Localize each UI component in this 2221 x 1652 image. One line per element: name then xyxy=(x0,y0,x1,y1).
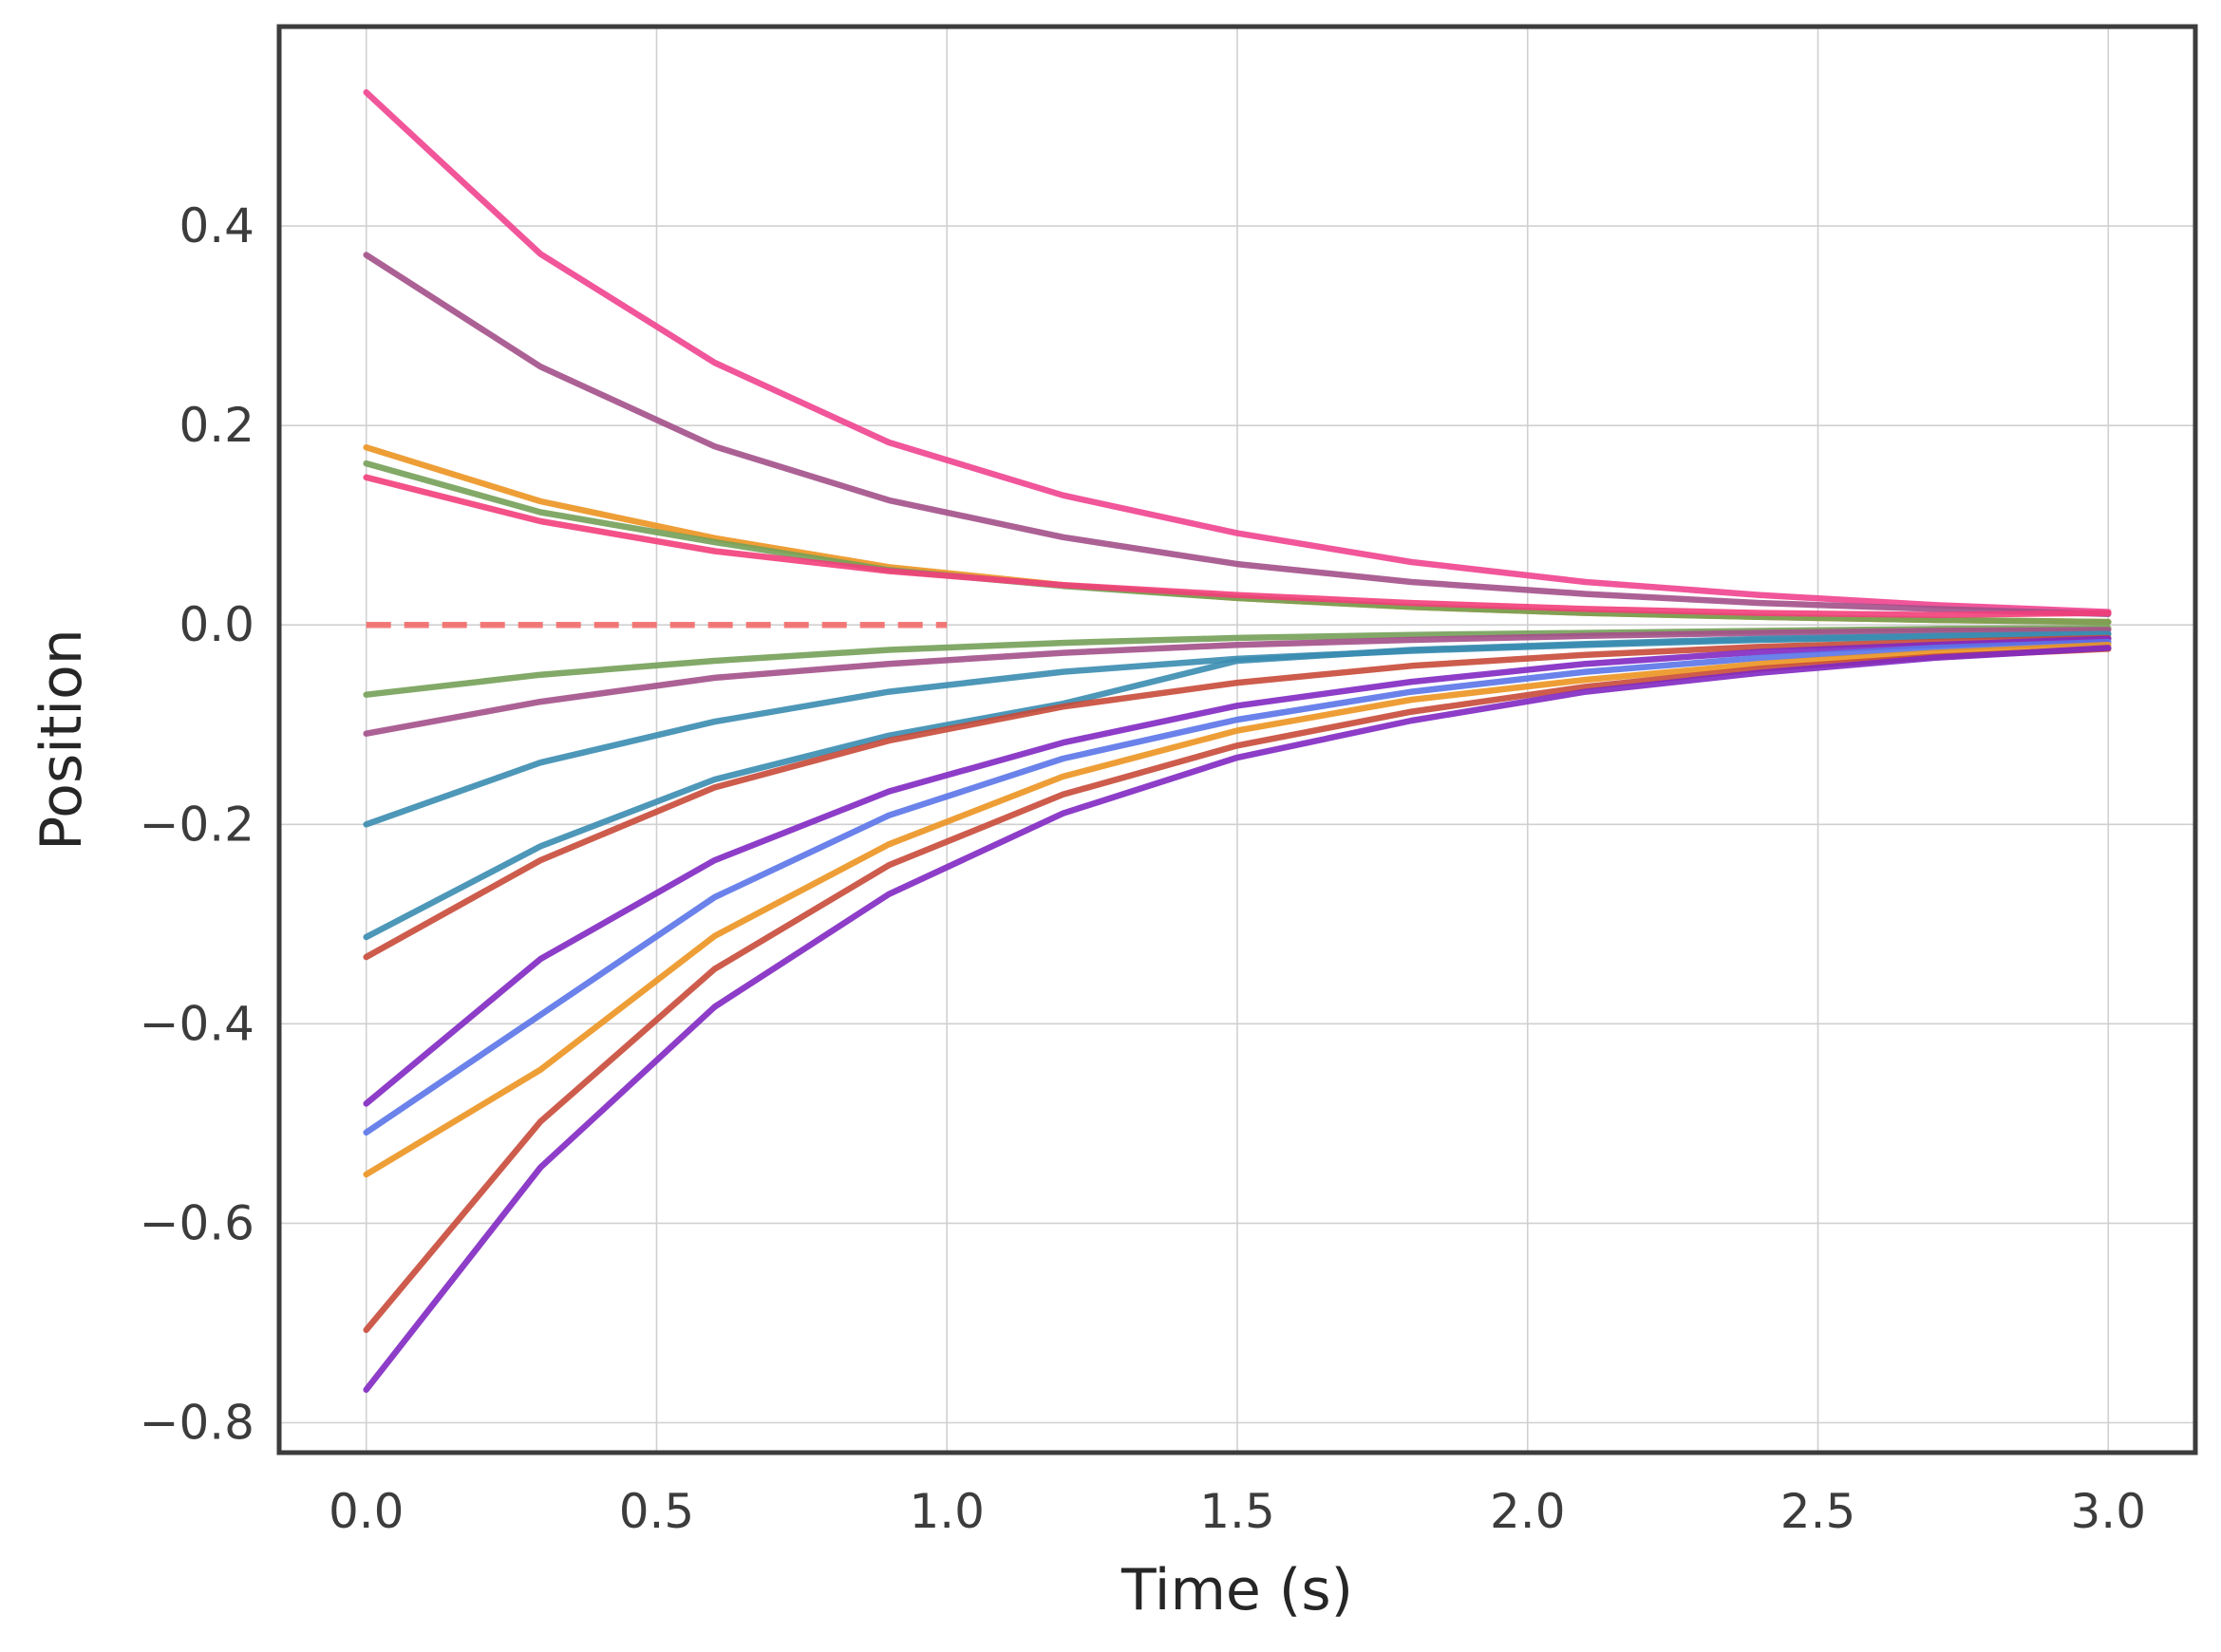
series-line-2 xyxy=(363,252,2112,617)
x-tick-label: 1.0 xyxy=(909,1484,985,1539)
y-tick-label: 0.0 xyxy=(179,597,254,652)
y-tick-labels: 0.4 0.2 0.0 −0.2 −0.4 −0.6 −0.8 xyxy=(140,198,254,1450)
x-tick-label: 1.5 xyxy=(1199,1484,1275,1539)
x-tick-label: 0.5 xyxy=(619,1484,695,1539)
y-tick-label: −0.4 xyxy=(140,996,254,1051)
x-tick-label: 0.0 xyxy=(329,1484,405,1539)
series-line-5 xyxy=(363,474,2112,618)
x-tick-label: 2.5 xyxy=(1780,1484,1856,1539)
series-line-13 xyxy=(363,641,2112,1178)
x-tick-label: 2.0 xyxy=(1490,1484,1566,1539)
series-line-1 xyxy=(363,89,2112,615)
series-line-9 xyxy=(363,630,2112,941)
series-line-15 xyxy=(363,645,2112,1394)
series-group xyxy=(363,89,2112,1394)
x-tick-labels: 0.0 0.5 1.0 1.5 2.0 2.5 3.0 xyxy=(329,1484,2146,1539)
y-axis-label: Position xyxy=(28,629,95,851)
y-tick-label: −0.6 xyxy=(140,1195,254,1250)
series-line-12 xyxy=(363,638,2112,1136)
y-tick-label: −0.2 xyxy=(140,797,254,852)
x-axis-label: Time (s) xyxy=(1120,1557,1353,1624)
series-line-11 xyxy=(363,635,2112,1107)
y-tick-label: 0.2 xyxy=(179,398,254,453)
series-line-7 xyxy=(363,627,2112,737)
y-tick-label: 0.4 xyxy=(179,198,254,253)
y-tick-label: −0.8 xyxy=(140,1395,254,1450)
series-line-10 xyxy=(363,634,2112,961)
x-tick-label: 3.0 xyxy=(2071,1484,2147,1539)
grid xyxy=(279,27,2195,1453)
plot-frame xyxy=(276,24,2198,1455)
